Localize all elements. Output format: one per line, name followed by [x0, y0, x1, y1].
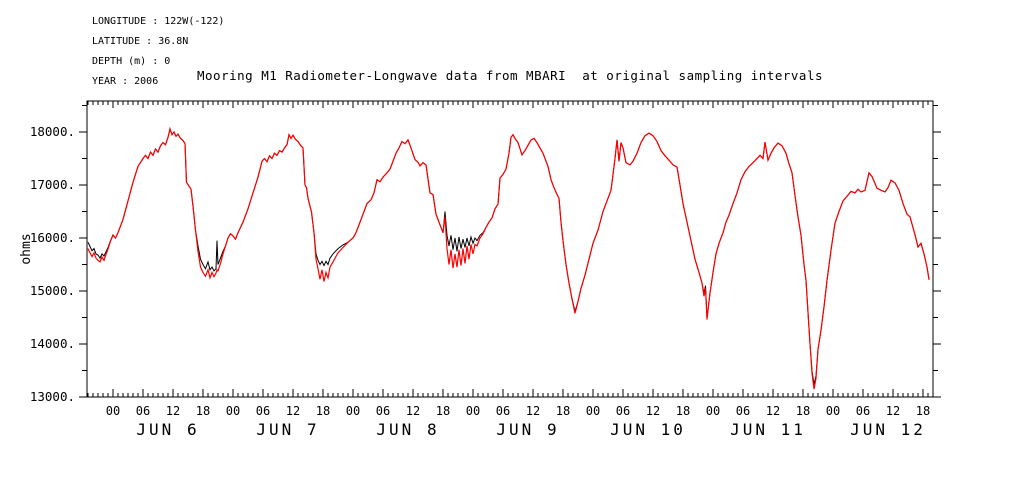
svg-text:00: 00: [466, 404, 480, 418]
year-text: YEAR : 2006: [92, 76, 159, 87]
svg-text:12: 12: [526, 404, 540, 418]
day-label: JUN 6: [136, 420, 199, 439]
svg-text:12: 12: [406, 404, 420, 418]
svg-text:06: 06: [496, 404, 510, 418]
svg-text:12: 12: [166, 404, 180, 418]
svg-text:18000.: 18000.: [30, 124, 75, 139]
svg-text:12: 12: [766, 404, 780, 418]
y-axis-title: ohms: [19, 233, 34, 264]
longitude-text: LONGITUDE : 122W(-122): [92, 16, 225, 27]
svg-text:00: 00: [586, 404, 600, 418]
metadata-block: LONGITUDE : 122W(-122) LATITUDE : 36.8N …: [92, 17, 224, 87]
day-label: JUN 9: [496, 420, 559, 439]
latitude-text: LATITUDE : 36.8N: [92, 36, 189, 47]
svg-text:12: 12: [286, 404, 300, 418]
day-label: JUN 8: [376, 420, 439, 439]
svg-text:06: 06: [136, 404, 150, 418]
svg-text:13000.: 13000.: [30, 389, 75, 404]
day-label: JUN 7: [256, 420, 319, 439]
svg-text:18: 18: [196, 404, 210, 418]
svg-text:15000.: 15000.: [30, 283, 75, 298]
plot-title: Mooring M1 Radiometer-Longwave data from…: [197, 68, 823, 83]
svg-text:06: 06: [856, 404, 870, 418]
svg-text:00: 00: [826, 404, 840, 418]
svg-text:06: 06: [376, 404, 390, 418]
svg-text:14000.: 14000.: [30, 336, 75, 351]
day-label: JUN 10: [610, 420, 686, 439]
axis-labels: 13000. 14000. 15000. 16000. 17000. 18000. ohms…: [19, 124, 930, 439]
depth-text: DEPTH (m) : 0: [92, 56, 171, 67]
day-label: JUN 11: [730, 420, 806, 439]
day-label: JUN 12: [850, 420, 926, 439]
svg-text:00: 00: [346, 404, 360, 418]
svg-text:18: 18: [556, 404, 570, 418]
svg-text:06: 06: [616, 404, 630, 418]
axis-ticks: [79, 101, 941, 398]
svg-text:00: 00: [226, 404, 240, 418]
svg-text:18: 18: [316, 404, 330, 418]
svg-text:18: 18: [916, 404, 930, 418]
svg-text:00: 00: [106, 404, 120, 418]
svg-text:18: 18: [436, 404, 450, 418]
svg-text:12: 12: [886, 404, 900, 418]
dome-series-line: [87, 126, 930, 390]
svg-text:17000.: 17000.: [30, 177, 75, 192]
svg-text:16000.: 16000.: [30, 230, 75, 245]
plot-box: [86, 100, 934, 398]
svg-text:06: 06: [736, 404, 750, 418]
svg-text:12: 12: [646, 404, 660, 418]
svg-text:00: 00: [706, 404, 720, 418]
svg-text:06: 06: [256, 404, 270, 418]
svg-text:18: 18: [796, 404, 810, 418]
svg-text:18: 18: [676, 404, 690, 418]
